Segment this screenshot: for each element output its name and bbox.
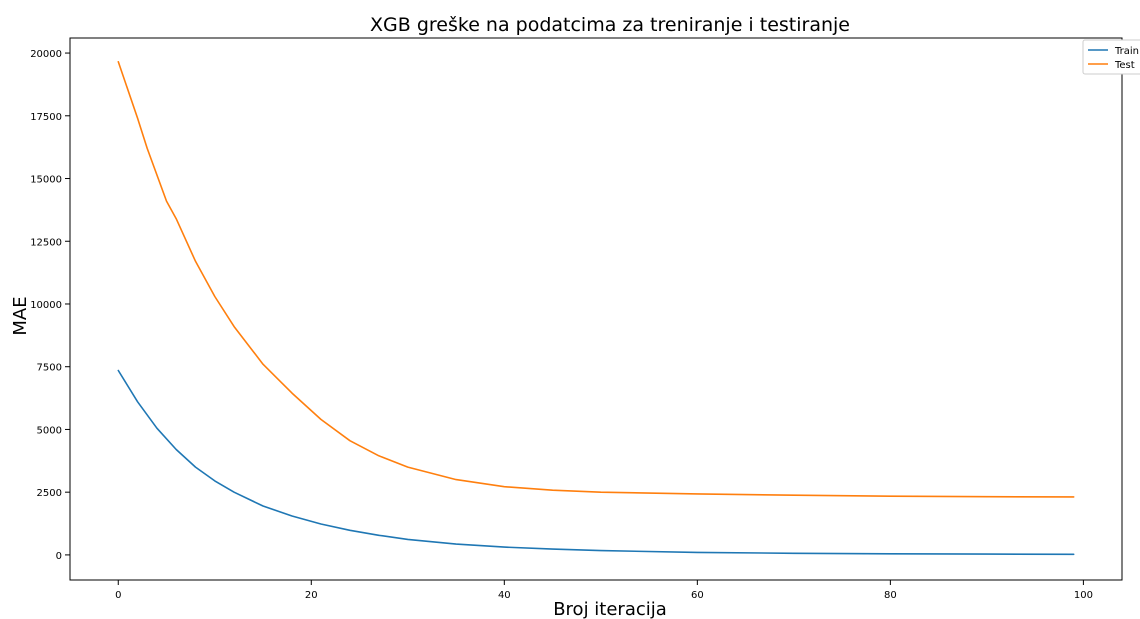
y-tick-label: 15000 <box>30 175 62 186</box>
x-tick-label: 20 <box>305 590 318 601</box>
legend: Train Test <box>1083 40 1140 74</box>
legend-label-train: Train <box>1114 46 1139 57</box>
y-tick-label: 5000 <box>37 425 62 436</box>
y-tick-label: 0 <box>56 551 62 562</box>
x-tick-label: 0 <box>115 590 121 601</box>
y-tick-label: 10000 <box>30 300 62 311</box>
y-tick-label: 2500 <box>37 488 62 499</box>
x-tick-label: 40 <box>498 590 511 601</box>
x-tick-label: 100 <box>1074 590 1093 601</box>
chart-title: XGB greške na podatcima za treniranje i … <box>370 14 850 36</box>
y-tick-label: 17500 <box>30 112 62 123</box>
x-tick-label: 80 <box>884 590 897 601</box>
y-tick-label: 12500 <box>30 237 62 248</box>
x-axis-label: Broj iteracija <box>553 599 667 619</box>
y-tick-label: 7500 <box>37 363 62 374</box>
legend-label-test: Test <box>1114 60 1135 71</box>
x-tick-label: 60 <box>691 590 704 601</box>
y-axis-label: MAE <box>10 296 31 335</box>
y-tick-label: 20000 <box>30 49 62 60</box>
